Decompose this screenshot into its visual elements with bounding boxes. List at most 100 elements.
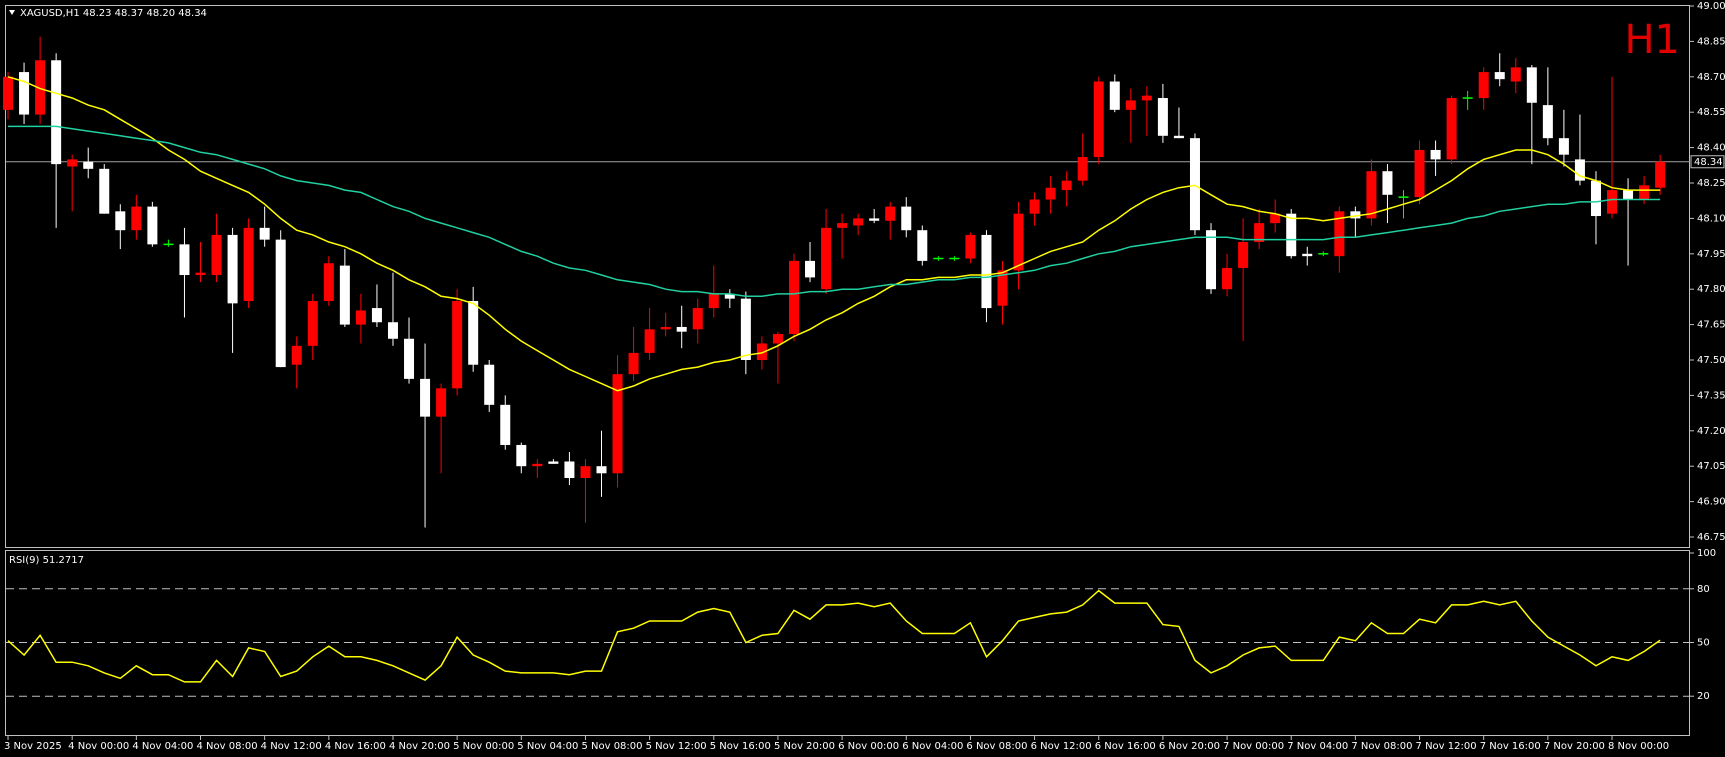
- y-tick-label: 47.50: [1697, 355, 1725, 366]
- x-tick-label: 4 Nov 08:00: [197, 741, 258, 752]
- y-tick-label: 47.35: [1697, 390, 1725, 401]
- candle-body: [1302, 253, 1313, 257]
- candle-body: [1558, 138, 1569, 155]
- candle-body: [83, 161, 94, 169]
- rsi-line: [7, 589, 1661, 683]
- candle-body: [1206, 230, 1217, 290]
- candle-body: [227, 234, 238, 304]
- x-tick-label: 5 Nov 04:00: [517, 741, 578, 752]
- moving-average: [7, 76, 1661, 392]
- x-tick-label: 8 Nov 00:00: [1608, 741, 1669, 752]
- x-tick-label: 4 Nov 16:00: [325, 741, 386, 752]
- candle-body: [885, 206, 896, 221]
- candle-body: [1350, 211, 1361, 219]
- candle-body: [387, 322, 398, 339]
- y-tick-label: 47.95: [1697, 249, 1725, 260]
- main-panel: [5, 5, 1690, 548]
- candle-body: [772, 334, 783, 344]
- candle-body: [195, 272, 206, 276]
- candle-body: [532, 463, 543, 467]
- x-tick-label: 6 Nov 08:00: [966, 741, 1027, 752]
- price-label-box: [1690, 155, 1725, 169]
- candle-body: [1382, 171, 1393, 195]
- candle-body: [355, 310, 366, 325]
- x-tick-label: 5 Nov 12:00: [646, 741, 707, 752]
- candle-body: [452, 301, 463, 389]
- candle-body: [19, 72, 30, 115]
- y-tick-label: 20: [1697, 691, 1710, 702]
- x-tick-label: 5 Nov 08:00: [581, 741, 642, 752]
- candle-body: [1045, 187, 1056, 200]
- candle-body: [756, 343, 767, 360]
- candle-body: [821, 227, 832, 290]
- candle-body: [1173, 135, 1184, 139]
- x-tick-label: 4 Nov 20:00: [389, 741, 450, 752]
- x-tick-label: 7 Nov 20:00: [1544, 741, 1605, 752]
- candle-body: [1286, 213, 1297, 257]
- x-tick-label: 6 Nov 00:00: [838, 741, 899, 752]
- candle-body: [1478, 72, 1489, 99]
- x-tick-label: 7 Nov 16:00: [1480, 741, 1541, 752]
- chart-title: XAGUSD,H1 48.23 48.37 48.20 48.34: [20, 8, 207, 19]
- price-label: 48.34: [1694, 157, 1723, 168]
- candle-body: [275, 239, 286, 368]
- candle-body: [724, 293, 735, 299]
- y-tick-label: 48.55: [1697, 107, 1725, 118]
- x-tick-label: 5 Nov 16:00: [710, 741, 771, 752]
- candle-body: [660, 326, 671, 330]
- candle-body: [580, 466, 591, 478]
- y-tick-label: 48.40: [1697, 143, 1725, 154]
- candle-body: [981, 234, 992, 309]
- moving-average: [8, 125, 1661, 298]
- candle-body: [243, 227, 254, 301]
- y-tick-label: 46.75: [1697, 532, 1725, 543]
- candle-body: [612, 374, 623, 474]
- candle-body: [307, 301, 318, 346]
- candle-body: [837, 223, 848, 228]
- candle-body: [1254, 223, 1265, 242]
- candle-body: [1366, 171, 1377, 219]
- y-tick-label: 46.90: [1697, 497, 1725, 508]
- candle-body: [1222, 267, 1233, 290]
- candle-body: [628, 352, 639, 375]
- candle-body: [67, 159, 78, 167]
- candle-body: [548, 461, 559, 464]
- x-tick-label: 6 Nov 04:00: [902, 741, 963, 752]
- y-tick-label: 48.10: [1697, 213, 1725, 224]
- candle-body: [147, 206, 158, 245]
- candle-body: [1077, 157, 1088, 181]
- candle-body: [965, 234, 976, 259]
- x-tick-label: 4 Nov 04:00: [132, 741, 193, 752]
- candle-body: [1574, 159, 1585, 181]
- candle-body: [1510, 67, 1521, 82]
- candle-body: [420, 378, 431, 417]
- x-tick-label: 4 Nov 12:00: [261, 741, 322, 752]
- candle-body: [1013, 213, 1024, 271]
- candle-body: [339, 265, 350, 325]
- y-tick-label: 47.20: [1697, 426, 1725, 437]
- candle-body: [1141, 95, 1152, 101]
- candle-body: [436, 388, 447, 417]
- x-tick-label: 6 Nov 12:00: [1031, 741, 1092, 752]
- x-tick-label: 6 Nov 16:00: [1095, 741, 1156, 752]
- y-tick-label: 50: [1697, 638, 1710, 649]
- candle-body: [1607, 190, 1618, 214]
- candle-body: [99, 168, 110, 214]
- candle-body: [997, 270, 1008, 306]
- candle-body: [1655, 161, 1666, 188]
- candle-body: [1526, 67, 1537, 103]
- candle-body: [131, 206, 142, 231]
- candle-body: [596, 466, 607, 474]
- candle-body: [1639, 185, 1650, 200]
- candle-body: [788, 260, 799, 335]
- candle-body: [1125, 100, 1136, 110]
- y-tick-label: 47.65: [1697, 320, 1725, 331]
- candle-body: [805, 260, 816, 278]
- candle-body: [1109, 81, 1120, 110]
- candle-body: [564, 461, 575, 478]
- candle-body: [1093, 81, 1104, 158]
- x-tick-label: 7 Nov 12:00: [1416, 741, 1477, 752]
- rsi-title: RSI(9) 51.2717: [9, 555, 84, 566]
- candle-body: [1189, 138, 1200, 231]
